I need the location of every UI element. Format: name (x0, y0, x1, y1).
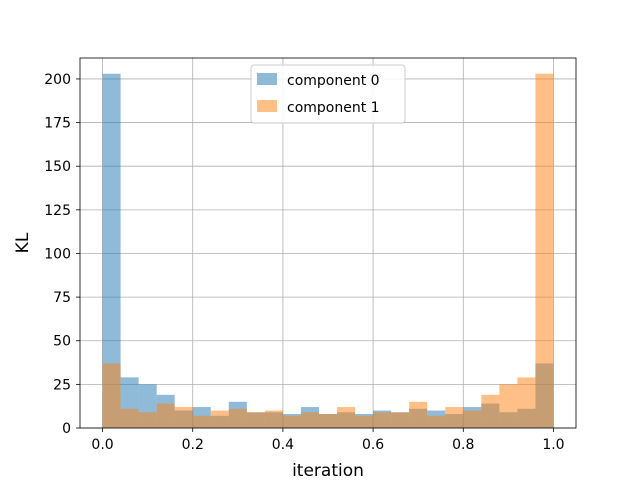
legend-label-component-0: component 0 (287, 73, 380, 89)
bar-component-1-bin-4 (174, 407, 193, 428)
bar-component-1-bin-18 (427, 415, 446, 428)
axis-ticks: 0.0 0.2 0.4 0.6 0.8 1.0 0 25 50 75 100 125 150 175 200 (44, 72, 564, 453)
bar-component-1-bin-7 (228, 408, 247, 428)
legend-label-component-1: component 1 (287, 100, 380, 116)
bar-component-1-bin-19 (445, 407, 464, 428)
x-tick-label: 0.6 (362, 437, 384, 453)
bar-component-1-bin-20 (463, 410, 482, 428)
x-tick-label: 0.4 (272, 437, 294, 453)
y-tick-label: 100 (44, 246, 71, 262)
y-tick-label: 75 (53, 290, 71, 306)
legend: component 0 component 1 (250, 64, 406, 124)
legend-swatch-component-0 (257, 73, 277, 85)
y-tick-label: 150 (44, 159, 71, 175)
bar-component-1-bin-5 (192, 415, 211, 428)
x-tick-label: 0.2 (182, 437, 204, 453)
bar-component-1-bin-10 (282, 415, 301, 428)
bar-component-1-bin-11 (300, 412, 319, 428)
series-component-1 (102, 73, 554, 428)
bar-component-1-bin-16 (391, 412, 410, 428)
bar-component-1-bin-2 (138, 412, 157, 428)
series-component-0 (102, 73, 554, 428)
bar-component-0-bin-0 (102, 73, 121, 428)
histogram-bars (102, 73, 554, 428)
y-axis-label: KL (13, 232, 33, 253)
bar-component-1-bin-6 (210, 410, 229, 428)
x-axis-label: iteration (292, 461, 364, 480)
bar-component-1-bin-21 (481, 394, 500, 428)
y-tick-label: 50 (53, 334, 71, 350)
bar-component-1-bin-3 (156, 403, 175, 428)
bar-component-1-bin-0 (102, 363, 121, 428)
y-tick-label: 25 (53, 377, 71, 393)
bar-component-1-bin-13 (337, 407, 356, 428)
y-tick-label: 125 (44, 203, 71, 219)
legend-swatch-component-1 (257, 100, 277, 112)
x-tick-label: 1.0 (542, 437, 564, 453)
y-tick-label: 175 (44, 116, 71, 132)
bar-component-1-bin-1 (120, 408, 139, 428)
bar-component-1-bin-17 (409, 401, 428, 428)
bar-component-1-bin-24 (535, 73, 554, 428)
legend-box (250, 64, 406, 124)
bar-component-1-bin-15 (373, 412, 392, 428)
bar-component-1-bin-14 (355, 415, 374, 428)
y-tick-label: 0 (62, 421, 71, 437)
bar-component-1-bin-8 (246, 412, 265, 428)
bar-component-1-bin-9 (264, 410, 283, 428)
bar-component-1-bin-23 (517, 377, 536, 428)
x-tick-label: 0.8 (452, 437, 474, 453)
bar-component-1-bin-12 (318, 414, 338, 428)
plot-frame (79, 57, 577, 429)
bar-component-1-bin-22 (499, 384, 518, 428)
x-tick-label: 0.0 (91, 437, 113, 453)
y-tick-label: 200 (44, 72, 71, 88)
